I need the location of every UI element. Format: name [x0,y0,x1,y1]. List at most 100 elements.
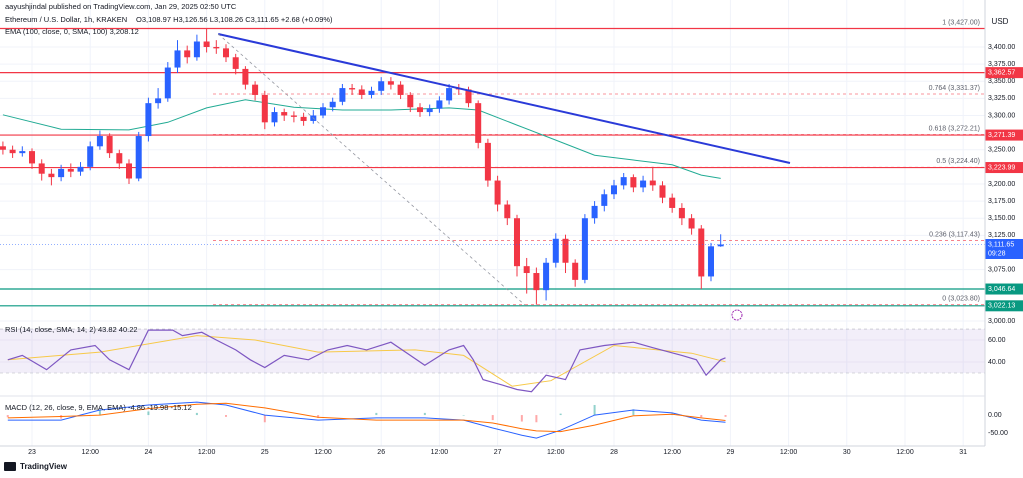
candle-body [116,153,123,164]
event-icon [731,309,743,321]
candle-body [106,136,113,154]
y-tick-label: 3,400.00 [988,44,1015,51]
y-tick-label: 40.00 [988,359,1006,366]
price-marker-label: 3,223.99 [988,164,1015,171]
candle-body [669,197,676,208]
macd-histogram-bar [700,415,703,418]
y-tick-label: 3,125.00 [988,232,1015,239]
logo-icon [4,462,16,471]
candle-body [29,151,36,164]
macd-histogram-bar [593,404,596,416]
candle-body [58,168,65,178]
macd-histogram-bar [520,415,523,422]
macd-histogram-bar [6,415,9,418]
macd-histogram-bar [375,412,378,416]
candle-body [513,218,520,267]
candle-body [193,41,200,58]
rsi-line [7,329,726,393]
price-marker [985,283,1023,295]
price-marker [985,162,1023,174]
candle-body [145,103,152,137]
last-price-label: 3,111.65 [988,241,1014,248]
candle-body [222,48,230,58]
candle-body [552,238,559,263]
macd-histogram-bar [225,415,228,417]
candle-body [494,180,501,205]
candle-body [649,180,656,186]
projection-line [217,33,526,306]
y-tick-label: 3,375.00 [988,61,1015,68]
rsi-band [0,329,985,374]
x-tick-label: 25 [261,449,269,456]
candle-body [523,266,530,274]
y-tick-label: 3,250.00 [988,147,1015,154]
macd-label: MACD (12, 26, close, 9, EMA, EMA) -4.86 … [5,403,192,412]
macd-histogram-bar [559,413,562,416]
price-marker [985,67,1023,79]
candle-body [271,112,278,123]
x-tick-label: 29 [726,449,734,456]
fib-label: 0.618 (3,272.21) [929,125,980,132]
fib-label: 0.236 (3,117.43) [929,231,980,238]
x-tick-label: 12:00 [431,449,449,456]
candle-body [475,103,482,143]
candle-body [155,98,162,104]
candle-body [640,180,647,188]
rsi-ma-line [7,335,726,387]
candle-body [581,218,588,280]
x-tick-label: 12:00 [780,449,798,456]
candle-body [368,90,375,95]
candle-body [281,112,288,116]
ema-label: EMA (100, close, 0, SMA, 100) 3,208.12 [5,27,139,36]
macd-histogram-bar [462,415,465,416]
candle-body [349,88,356,90]
candle-body [213,46,220,49]
candle-body [290,115,297,117]
y-tick-label: 3,325.00 [988,95,1015,102]
fib-label: 0 (3,023.80) [942,296,980,303]
y-tick-label: 3,000.00 [988,318,1015,325]
candle-body [610,185,617,195]
candle-body [630,177,637,188]
candle-body [620,177,627,186]
macd-histogram-bar [98,410,101,416]
candle-body [591,205,598,219]
candle-body [543,262,550,291]
x-tick-label: 12:00 [896,449,914,456]
candle-body [707,246,714,277]
price-marker [985,300,1023,312]
candle-body [300,116,307,121]
macd-histogram-bar [724,415,727,417]
candle-body [601,194,608,206]
x-tick-label: 24 [145,449,153,456]
macd-histogram-bar [535,415,538,423]
logo-text: TradingView [20,462,68,471]
candle-body [232,57,239,69]
price-marker-label: 3,022.13 [988,303,1015,310]
macd-histogram-bar [423,412,426,416]
candle-body [135,136,142,179]
x-tick-label: 12:00 [81,449,99,456]
candle-body [242,68,249,85]
candle-body [484,142,491,181]
candle-body [96,136,103,147]
candle-body [387,81,394,85]
x-tick-label: 27 [494,449,502,456]
candle-body [678,207,685,219]
candle-body [397,84,404,95]
candle-body [659,185,666,198]
candle-body [0,146,6,150]
symbol: Ethereum / U.S. Dollar, 1h, KRAKEN [5,15,127,24]
rsi-label: RSI (14, close, SMA, 14, 2) 43.82 40.22 [5,325,138,334]
candle-body [465,89,472,104]
candle-body [446,88,453,101]
x-tick-label: 23 [28,449,36,456]
x-tick-label: 12:00 [547,449,565,456]
y-tick-label: 0.00 [988,412,1002,419]
price-marker [985,129,1023,141]
candle-body [329,101,336,108]
price-marker-label: 3,362.57 [988,69,1015,76]
x-tick-label: 30 [843,449,851,456]
candle-body [164,67,171,99]
